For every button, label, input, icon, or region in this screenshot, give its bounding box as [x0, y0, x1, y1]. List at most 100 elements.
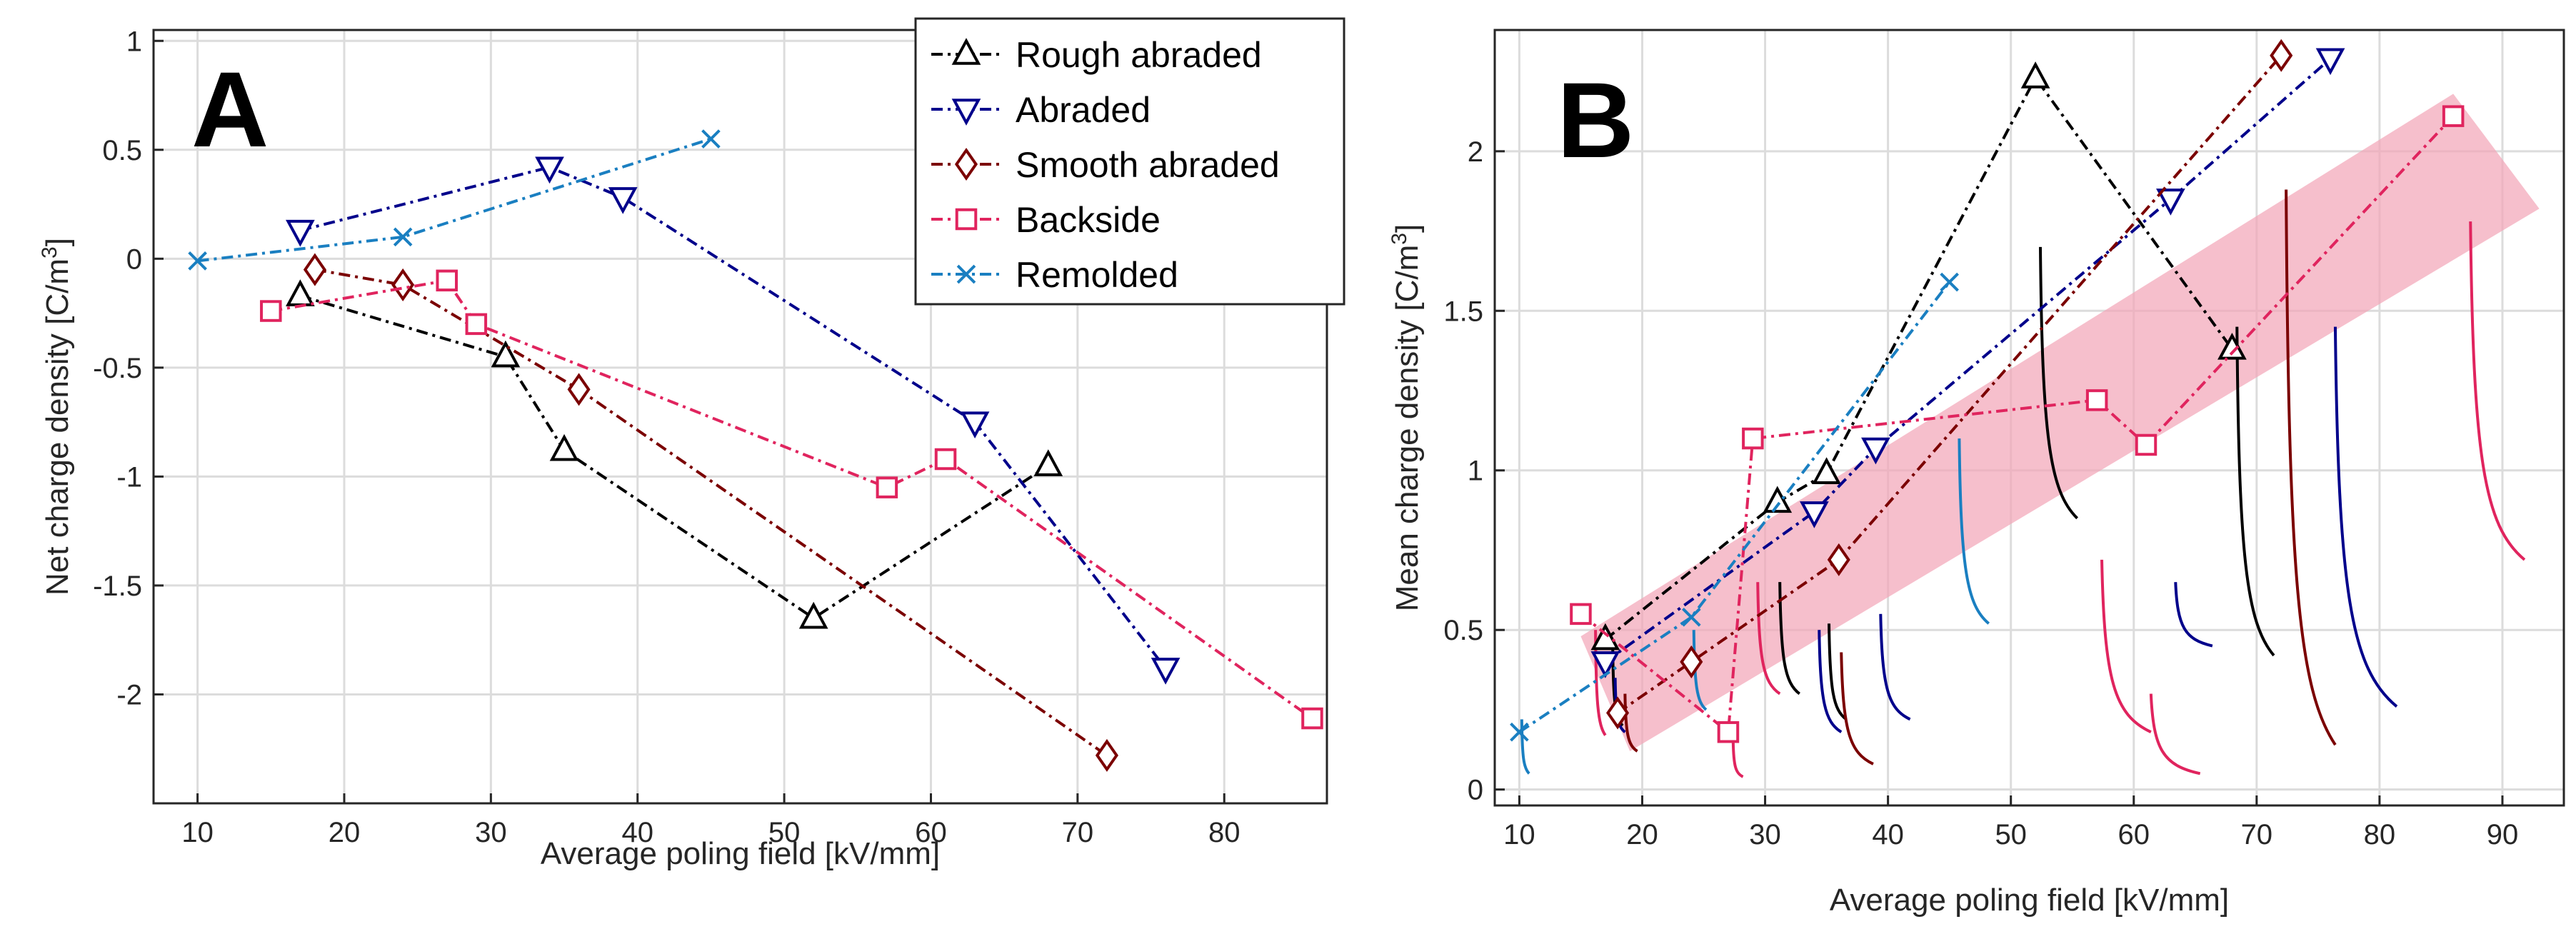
data-point: [1510, 722, 1529, 742]
trend-band: [1580, 94, 2540, 752]
legend-label: Rough abraded: [1016, 35, 1262, 75]
data-point: [465, 313, 488, 336]
data-point: [1606, 696, 1630, 730]
data-point: [491, 340, 521, 368]
x-tick-label: 10: [1503, 819, 1535, 850]
decay-trace: [2285, 189, 2337, 746]
data-point: [1570, 603, 1592, 626]
panel-b-decay-traces: [1520, 189, 2526, 778]
y-tick-label: 0: [1468, 775, 1483, 806]
panel-a-y-label-main: Net charge density [C/m: [40, 258, 75, 596]
data-point: [1095, 738, 1118, 772]
x-tick-label: 70: [2241, 819, 2273, 850]
legend-item: Backside: [931, 200, 1161, 240]
data-point: [608, 187, 638, 214]
x-tick-label: 30: [1749, 819, 1781, 850]
x-tick-label: 20: [1626, 819, 1658, 850]
decay-trace: [2038, 246, 2079, 520]
data-point: [876, 476, 898, 498]
legend-label: Remolded: [1016, 255, 1178, 295]
legend-label: Smooth abraded: [1016, 145, 1280, 185]
decay-trace: [2149, 693, 2201, 775]
decay-trace: [2333, 326, 2398, 708]
decay-trace: [1958, 438, 1990, 625]
panel-a-y-label-sup: 3: [38, 246, 61, 258]
series-remolded: [188, 129, 721, 271]
data-point: [535, 156, 564, 184]
legend-item: Smooth abraded: [931, 145, 1280, 185]
panel-a-y-axis-label: Net charge density [C/m3]: [38, 238, 75, 596]
data-point: [1763, 486, 1793, 513]
data-point: [1590, 623, 1620, 651]
data-point: [1861, 437, 1890, 465]
data-point: [567, 373, 591, 406]
series-rough-abraded: [1590, 61, 2247, 651]
y-tick-label: -0.5: [93, 353, 142, 384]
x-tick-label: 50: [1995, 819, 2027, 850]
data-point: [549, 433, 579, 461]
data-point: [1717, 720, 1740, 743]
legend-box: [914, 17, 1345, 306]
data-point: [286, 279, 315, 306]
legend-label: Abraded: [1016, 90, 1151, 130]
decay-trace: [1692, 630, 1708, 711]
x-tick-label: 60: [915, 817, 947, 848]
decay-trace: [2469, 221, 2526, 561]
x-tick-label: 80: [2364, 819, 2396, 850]
legend-marker: [956, 264, 976, 284]
decay-trace: [1879, 613, 1911, 721]
decay-trace: [1731, 741, 1744, 778]
y-tick-label: 0: [126, 243, 142, 275]
x-tick-label: 10: [181, 817, 214, 848]
data-point: [934, 448, 957, 471]
series-line: [1616, 54, 2282, 715]
legend-marker: [951, 99, 981, 126]
data-point: [1940, 272, 1959, 292]
series-remolded: [1510, 272, 1959, 742]
series-smooth-abraded: [1606, 39, 2293, 730]
x-tick-label: 50: [768, 817, 801, 848]
legend-item: Abraded: [931, 90, 1151, 130]
data-point: [2315, 48, 2345, 76]
decay-trace: [1756, 582, 1781, 696]
data-point: [1301, 707, 1323, 730]
panel-b-y-label-main: Mean charge density [C/m: [1390, 245, 1425, 612]
y-tick-label: -1.5: [93, 571, 142, 602]
data-point: [1827, 543, 1850, 576]
data-point: [436, 269, 458, 292]
data-point: [1742, 427, 1764, 450]
series-line: [1580, 115, 2455, 735]
legend-item: Rough abraded: [931, 35, 1262, 75]
data-point: [1680, 645, 1703, 678]
y-tick-label: -1: [116, 461, 142, 493]
x-tick-label: 90: [2487, 819, 2519, 850]
data-point: [2270, 39, 2293, 72]
y-tick-label: 0.5: [102, 135, 142, 166]
legend: Rough abraded Abraded Smooth abraded Backsi…: [914, 17, 1345, 306]
panel-a: 10 20 30 40 50 60 70 80 -2 -1.5 -1 -0.5 0 0.5 1 Averag…: [38, 17, 1345, 871]
decay-trace: [1840, 652, 1874, 765]
data-point: [303, 253, 326, 286]
panel-a-series: [188, 129, 1323, 772]
series-smooth-abraded: [303, 253, 1118, 772]
series-rough-abraded: [286, 279, 1063, 629]
panel-a-frame: [152, 29, 1328, 805]
y-tick-label: 2: [1468, 136, 1483, 168]
data-point: [2156, 189, 2185, 216]
x-tick-label: 40: [1872, 819, 1904, 850]
legend-marker: [951, 38, 981, 65]
panel-b-series: [1510, 39, 2465, 743]
legend-label: Backside: [1016, 200, 1161, 240]
panel-a-y-label-close: ]: [40, 238, 75, 246]
series-line: [314, 268, 1108, 757]
panel-a-letter: A: [191, 49, 269, 169]
data-point: [286, 219, 315, 247]
data-point: [701, 129, 721, 149]
data-point: [260, 300, 282, 322]
series-line: [299, 166, 1167, 670]
panel-b-letter: B: [1557, 60, 1634, 180]
data-point: [960, 411, 990, 439]
decay-trace: [1818, 630, 1843, 733]
panel-b: 10 20 30 40 50 60 70 80 90 0 0.5 1 1.5 2 Average poli…: [1388, 29, 2565, 918]
data-point: [1800, 501, 1829, 528]
